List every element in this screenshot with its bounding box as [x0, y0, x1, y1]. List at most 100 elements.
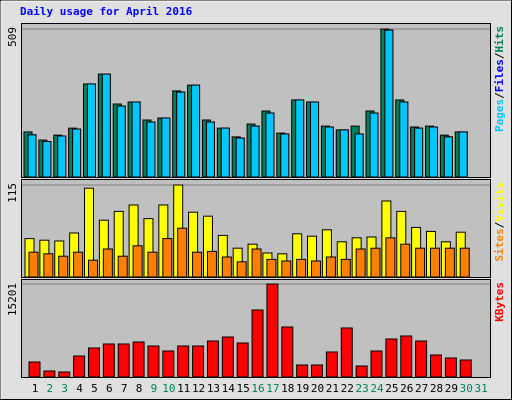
bar: [161, 117, 171, 178]
x-tick-label: 7: [121, 382, 128, 395]
legend-entry: Files: [493, 59, 506, 92]
x-tick-label: 1: [32, 382, 39, 395]
bar: [43, 253, 54, 278]
x-tick-label: 30: [460, 382, 473, 395]
x-tick-label: 27: [415, 382, 428, 395]
bar: [43, 370, 56, 378]
bar: [192, 345, 205, 378]
bar: [296, 258, 307, 278]
bar: [311, 364, 324, 378]
y-tick-label: 509: [6, 27, 19, 47]
bar: [57, 135, 67, 178]
bar: [325, 351, 338, 378]
bar: [280, 133, 290, 178]
bar: [296, 364, 309, 378]
bar: [444, 247, 455, 278]
bar: [132, 245, 143, 278]
bar: [370, 350, 383, 378]
y-tick-label: 15201: [6, 283, 19, 316]
bar: [265, 112, 275, 178]
bar: [400, 335, 413, 378]
x-tick-label: 24: [370, 382, 384, 395]
legend-separator: /: [493, 221, 506, 228]
x-tick-label: 8: [136, 382, 143, 395]
bar: [415, 340, 428, 378]
bar: [28, 251, 39, 278]
x-tick-label: 11: [177, 382, 190, 395]
legend-entry: KBytes: [493, 282, 506, 322]
bar: [101, 73, 111, 178]
bar: [385, 237, 396, 278]
bar: [191, 84, 201, 178]
bar: [325, 256, 336, 278]
legend-entry: Visits: [493, 182, 506, 222]
bar: [340, 327, 353, 378]
bar: [266, 283, 279, 378]
bar: [205, 121, 215, 178]
bar: [459, 359, 472, 378]
bar: [86, 83, 96, 178]
bar: [73, 355, 86, 378]
bar: [162, 350, 175, 378]
bar: [42, 141, 52, 178]
x-tick-label: 23: [356, 382, 369, 395]
bar: [27, 134, 37, 178]
bar: [428, 126, 438, 178]
x-tick-label: 28: [430, 382, 443, 395]
bar: [444, 357, 457, 378]
bar: [58, 371, 71, 378]
bar: [117, 343, 130, 378]
x-tick-label: 17: [266, 382, 279, 395]
bar: [177, 227, 188, 278]
bar: [132, 341, 145, 378]
bar: [354, 133, 364, 178]
x-tick-label: 26: [400, 382, 413, 395]
bar: [147, 251, 158, 278]
x-tick-label: 5: [91, 382, 98, 395]
bar: [220, 127, 230, 178]
bar: [459, 247, 470, 278]
bar: [369, 112, 379, 178]
x-tick-label: 12: [192, 382, 205, 395]
legend: Sites/Visits: [493, 182, 506, 262]
legend: KBytes: [493, 282, 506, 322]
bar: [429, 354, 442, 378]
x-tick-label: 16: [251, 382, 264, 395]
bar: [102, 248, 113, 278]
bar: [117, 255, 128, 278]
x-tick-label: 19: [296, 382, 309, 395]
bar: [176, 91, 186, 178]
x-tick-label: 6: [106, 382, 113, 395]
bar: [73, 251, 84, 278]
bar: [116, 105, 126, 178]
bar: [339, 129, 349, 178]
legend-separator: /: [493, 92, 506, 99]
bar: [324, 126, 334, 178]
bar: [221, 336, 234, 378]
bar: [236, 261, 247, 278]
bar: [311, 260, 322, 278]
x-tick-label: 31: [474, 382, 487, 395]
bar: [251, 309, 264, 378]
bar: [102, 343, 115, 378]
bar: [177, 345, 190, 378]
bar: [310, 101, 320, 178]
bar: [295, 99, 305, 178]
bar: [281, 260, 292, 278]
bar: [236, 342, 249, 378]
bar: [162, 238, 173, 278]
bar: [399, 101, 409, 178]
x-tick-label: 9: [151, 382, 158, 395]
bar: [206, 340, 219, 378]
x-tick-label: 14: [222, 382, 236, 395]
bar: [206, 250, 217, 278]
bar: [72, 128, 82, 178]
bar: [355, 248, 366, 278]
bar: [355, 365, 368, 378]
bar: [414, 127, 424, 178]
x-tick-label: 21: [326, 382, 339, 395]
x-tick-label: 10: [162, 382, 175, 395]
legend: Pages/Files/Hits: [493, 26, 506, 132]
x-tick-label: 3: [61, 382, 68, 395]
